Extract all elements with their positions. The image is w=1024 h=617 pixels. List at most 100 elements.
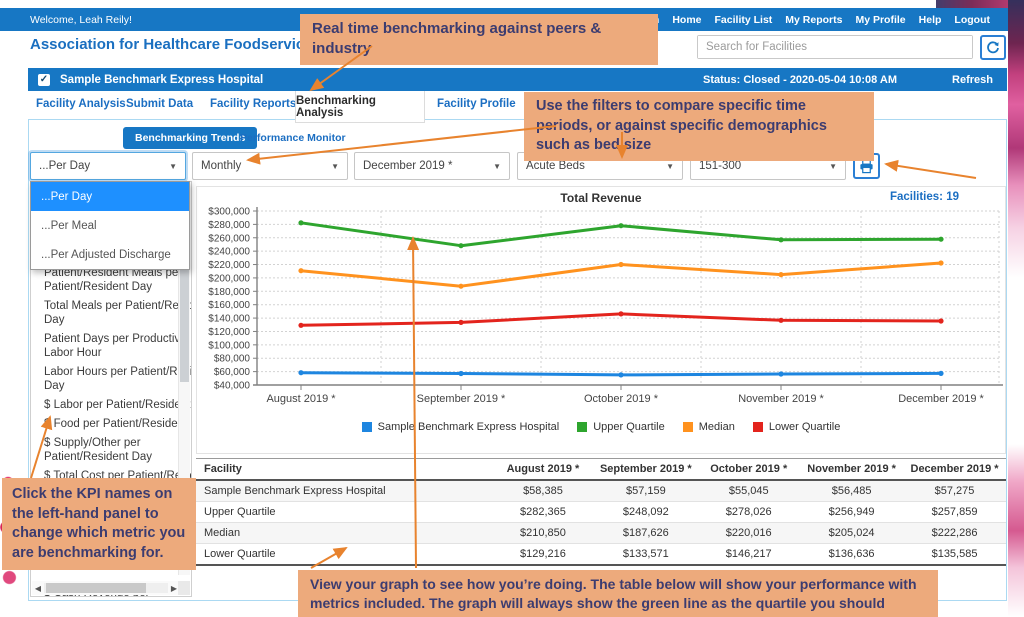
svg-text:$60,000: $60,000 xyxy=(214,367,251,378)
chevron-down-icon: ▼ xyxy=(829,161,837,171)
tab-benchmarking-analysis[interactable]: Benchmarking Analysis xyxy=(295,91,425,123)
tab-facility-reports[interactable]: Facility Reports xyxy=(210,98,297,110)
legend-label: Upper Quartile xyxy=(593,421,665,433)
legend-label: Sample Benchmark Express Hospital xyxy=(377,421,560,433)
chevron-down-icon: ▼ xyxy=(666,161,674,171)
callout-view-your-graph: View your graph to see how you’re doing.… xyxy=(298,570,938,617)
frequency-select[interactable]: Monthly ▼ xyxy=(192,152,348,180)
svg-text:$280,000: $280,000 xyxy=(208,220,250,231)
scroll-left-arrow-icon[interactable]: ◀ xyxy=(34,583,42,593)
scrollbar-corner xyxy=(178,581,190,595)
table-header-4: November 2019 * xyxy=(800,458,904,481)
kpi-vertical-scrollbar-thumb[interactable] xyxy=(180,270,189,382)
kpi-item[interactable]: Total Meals per Patient/Resident Day xyxy=(44,300,191,327)
kpi-item[interactable]: $ Labor per Patient/Resident Day xyxy=(44,399,191,412)
table-header-2: September 2019 * xyxy=(594,458,698,481)
row-value: $136,636 xyxy=(800,543,904,566)
svg-text:$240,000: $240,000 xyxy=(208,247,250,258)
facility-name: Sample Benchmark Express Hospital xyxy=(60,73,264,86)
welcome-text: Welcome, Leah Reily! xyxy=(30,13,132,26)
row-value: $256,949 xyxy=(800,501,904,523)
legend-item: Sample Benchmark Express Hospital xyxy=(361,421,560,433)
row-value: $55,045 xyxy=(697,480,801,502)
row-value: $56,485 xyxy=(800,480,904,502)
row-value: $57,275 xyxy=(903,480,1006,502)
search-input[interactable] xyxy=(698,36,972,58)
status-text: Status: Closed - 2020-05-04 10:08 AM xyxy=(703,73,898,86)
nav-item-label: Home xyxy=(672,13,702,26)
row-value: $146,217 xyxy=(697,543,801,566)
svg-text:$40,000: $40,000 xyxy=(214,381,251,392)
svg-text:$160,000: $160,000 xyxy=(208,300,250,311)
row-label: Upper Quartile xyxy=(196,501,492,523)
period-select[interactable]: December 2019 * ▼ xyxy=(354,152,510,180)
nav-item-label: Help xyxy=(918,13,942,26)
callout-real-time-benchmarking: Real time benchmarking against peers & i… xyxy=(300,14,658,65)
tab-submit-data[interactable]: Submit Data xyxy=(126,98,194,110)
nav-item-logout[interactable]: Logout xyxy=(954,14,990,26)
dropdown-option-2[interactable]: ...Per Meal xyxy=(41,219,97,232)
nav-item-my-reports[interactable]: My Reports xyxy=(785,14,842,26)
svg-text:October 2019 *: October 2019 * xyxy=(584,393,659,405)
svg-text:$260,000: $260,000 xyxy=(208,233,250,244)
nav-item-my-profile[interactable]: My Profile xyxy=(855,14,905,26)
svg-text:$220,000: $220,000 xyxy=(208,260,250,271)
nav-item-label: My Profile xyxy=(855,13,906,26)
metric-select[interactable]: ...Per Day ▼ xyxy=(30,152,186,180)
nav-item-label: Logout xyxy=(954,13,990,26)
kpi-horizontal-scrollbar-track[interactable] xyxy=(44,583,168,593)
desktop-background-top-right xyxy=(936,0,1008,9)
tab-facility-analysis[interactable]: Facility Analysis xyxy=(36,98,126,110)
row-value: $282,365 xyxy=(491,501,595,523)
chevron-down-icon: ▼ xyxy=(493,161,501,171)
total-revenue-chart: $300,000 $280,000 $260,000 $240,000 $220,000… xyxy=(208,207,1003,405)
row-value: $210,850 xyxy=(491,522,595,544)
refresh-link[interactable]: Refresh xyxy=(952,73,993,86)
kpi-item[interactable]: Patient/Resident Meals per Patient/Resid… xyxy=(44,267,183,294)
subtab-benchmarking-trends[interactable]: Benchmarking Trends xyxy=(123,127,258,149)
row-value: $257,859 xyxy=(903,501,1006,523)
table-row: Sample Benchmark Express Hospital $58,385… xyxy=(196,480,1006,502)
tab-facility-profile[interactable]: Facility Profile xyxy=(437,98,516,110)
kpi-item[interactable]: Patient Days per Productive Labor Hour xyxy=(44,333,187,360)
kpi-item[interactable]: $ Food per Patient/Resident Day xyxy=(44,418,191,431)
nav-item-home[interactable]: Home xyxy=(672,14,701,26)
dropdown-option-3[interactable]: ...Per Adjusted Discharge xyxy=(41,248,171,261)
row-value: $129,216 xyxy=(491,543,595,566)
metric-dropdown-list: ...Per Day ...Per Meal ...Per Adjusted Dis… xyxy=(30,181,190,270)
legend-item: Median xyxy=(682,421,735,433)
row-label: Median xyxy=(196,522,492,544)
legend-label: Lower Quartile xyxy=(768,421,841,433)
table-row: Upper Quartile $282,365 $248,092 $278,026 $2… xyxy=(196,501,1006,523)
table-header-3: October 2019 * xyxy=(697,458,801,481)
svg-text:September 2019 *: September 2019 * xyxy=(417,393,506,405)
search-refresh-button[interactable] xyxy=(980,35,1006,60)
table-row: Median $210,850 $187,626 $220,016 $205,024 $2… xyxy=(196,522,1006,544)
callout-use-filters: Use the filters to compare specific time… xyxy=(524,92,874,161)
row-value: $58,385 xyxy=(491,480,595,502)
dropdown-option-1[interactable]: ...Per Day xyxy=(31,182,189,211)
row-value: $278,026 xyxy=(697,501,801,523)
refresh-icon xyxy=(987,40,999,53)
kpi-item[interactable]: Labor Hours per Patient/Resident Day xyxy=(44,366,191,393)
row-label: Sample Benchmark Express Hospital xyxy=(196,480,492,502)
printer-icon xyxy=(860,159,873,173)
chart-legend: Sample Benchmark Express Hospital Upper Q… xyxy=(197,421,1005,433)
legend-item: Upper Quartile xyxy=(577,421,665,433)
metric-select-value: ...Per Day xyxy=(39,160,91,172)
svg-text:$180,000: $180,000 xyxy=(208,287,250,298)
facility-checkbox[interactable]: ✓ xyxy=(38,73,50,86)
row-value: $135,585 xyxy=(903,543,1006,566)
subtab-performance-monitor[interactable]: Performance Monitor xyxy=(240,132,346,144)
scroll-right-arrow-icon[interactable]: ▶ xyxy=(170,583,178,593)
chart-panel: Total Revenue Facilities: 19 $300,000 $28… xyxy=(196,186,1006,454)
desktop-background-right xyxy=(1008,0,1024,617)
period-select-value: December 2019 * xyxy=(363,160,453,172)
nav-item-facility-list[interactable]: Facility List xyxy=(715,14,773,26)
table-header-5: December 2019 * xyxy=(903,458,1006,481)
kpi-item[interactable]: $ Supply/Other per Patient/Resident Day xyxy=(44,437,153,464)
kpi-horizontal-scrollbar[interactable]: ◀ ▶ xyxy=(32,581,180,595)
kpi-horizontal-scrollbar-thumb[interactable] xyxy=(46,583,146,593)
nav-item-help[interactable]: Help xyxy=(919,14,942,26)
